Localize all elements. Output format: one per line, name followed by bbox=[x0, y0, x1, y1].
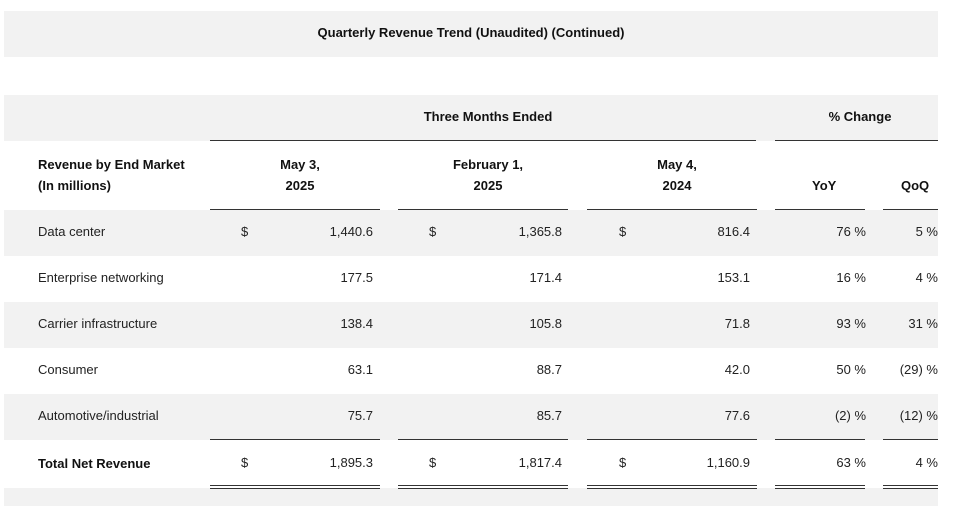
value-period-2: 1,365.8 bbox=[518, 224, 562, 239]
title-band bbox=[4, 11, 938, 57]
period-2-total-double-line bbox=[398, 485, 568, 489]
period-header-2-line1: February 1, bbox=[452, 157, 524, 172]
period-2-subtotal-line bbox=[398, 439, 568, 440]
qoq-header-underline bbox=[883, 209, 938, 210]
period-2-header-underline bbox=[398, 209, 568, 210]
value-period-1: 75.7 bbox=[347, 408, 373, 423]
currency-symbol: $ bbox=[429, 455, 437, 470]
yoy-total-double-line bbox=[775, 485, 865, 489]
period-header-1-line2: 2025 bbox=[285, 178, 315, 193]
value-yoy: (2) % bbox=[834, 408, 866, 423]
total-period-2: 1,817.4 bbox=[518, 455, 562, 470]
group-change-underline bbox=[775, 140, 938, 141]
value-period-3: 816.4 bbox=[717, 224, 750, 239]
row-band-5 bbox=[4, 394, 938, 440]
period-3-total-double-line bbox=[587, 485, 757, 489]
currency-symbol: $ bbox=[241, 224, 249, 239]
value-period-1: 1,440.6 bbox=[329, 224, 373, 239]
row-label: Automotive/industrial bbox=[38, 408, 159, 423]
value-period-2: 105.8 bbox=[529, 316, 562, 331]
row-label: Data center bbox=[38, 224, 106, 239]
currency-symbol: $ bbox=[241, 455, 249, 470]
row-label-header-line1: Revenue by End Market bbox=[38, 157, 185, 172]
yoy-header-underline bbox=[775, 209, 865, 210]
yoy-subtotal-line bbox=[775, 439, 865, 440]
change-header-yoy: YoY bbox=[812, 178, 837, 193]
value-period-1: 138.4 bbox=[340, 316, 373, 331]
value-period-3: 71.8 bbox=[724, 316, 750, 331]
period-header-3-line2: 2024 bbox=[662, 178, 692, 193]
row-label: Consumer bbox=[38, 362, 98, 377]
value-yoy: 76 % bbox=[836, 224, 866, 239]
group-periods-underline bbox=[210, 140, 756, 141]
value-qoq: (29) % bbox=[899, 362, 938, 377]
value-yoy: 93 % bbox=[836, 316, 866, 331]
row-label: Carrier infrastructure bbox=[38, 316, 158, 331]
value-period-1: 177.5 bbox=[340, 270, 373, 285]
total-label: Total Net Revenue bbox=[38, 456, 151, 471]
value-period-2: 88.7 bbox=[536, 362, 562, 377]
period-1-total-double-line bbox=[210, 485, 380, 489]
value-qoq: (12) % bbox=[899, 408, 938, 423]
value-period-2: 171.4 bbox=[529, 270, 562, 285]
value-period-3: 77.6 bbox=[724, 408, 750, 423]
qoq-subtotal-line bbox=[883, 439, 938, 440]
value-yoy: 50 % bbox=[836, 362, 866, 377]
period-3-subtotal-line bbox=[587, 439, 757, 440]
value-period-2: 85.7 bbox=[536, 408, 562, 423]
period-header-1-line1: May 3, bbox=[280, 157, 320, 172]
value-period-1: 63.1 bbox=[347, 362, 373, 377]
row-band-3 bbox=[4, 302, 938, 348]
total-period-3: 1,160.9 bbox=[706, 455, 750, 470]
value-period-3: 153.1 bbox=[717, 270, 750, 285]
period-header-3-line1: May 4, bbox=[657, 157, 697, 172]
period-header-2-line2: 2025 bbox=[473, 178, 503, 193]
value-period-3: 42.0 bbox=[724, 362, 750, 377]
header-band bbox=[4, 95, 938, 141]
row-band-1 bbox=[4, 210, 938, 256]
currency-symbol: $ bbox=[619, 455, 627, 470]
page-title: Quarterly Revenue Trend (Unaudited) (Con… bbox=[317, 25, 625, 40]
total-period-1: 1,895.3 bbox=[329, 455, 373, 470]
bottom-band bbox=[4, 488, 938, 506]
row-label: Enterprise networking bbox=[38, 270, 164, 285]
row-label-header-line2: (In millions) bbox=[38, 178, 111, 193]
value-qoq: 4 % bbox=[915, 270, 938, 285]
value-qoq: 5 % bbox=[915, 224, 938, 239]
total-qoq: 4 % bbox=[915, 455, 938, 470]
qoq-total-double-line bbox=[883, 485, 938, 489]
value-qoq: 31 % bbox=[908, 316, 938, 331]
change-header-qoq: QoQ bbox=[901, 178, 930, 193]
period-1-subtotal-line bbox=[210, 439, 380, 440]
group-header-periods: Three Months Ended bbox=[423, 109, 553, 124]
period-1-header-underline bbox=[210, 209, 380, 210]
period-3-header-underline bbox=[587, 209, 757, 210]
currency-symbol: $ bbox=[619, 224, 627, 239]
group-header-change: % Change bbox=[828, 109, 892, 124]
currency-symbol: $ bbox=[429, 224, 437, 239]
value-yoy: 16 % bbox=[836, 270, 866, 285]
total-yoy: 63 % bbox=[836, 455, 866, 470]
